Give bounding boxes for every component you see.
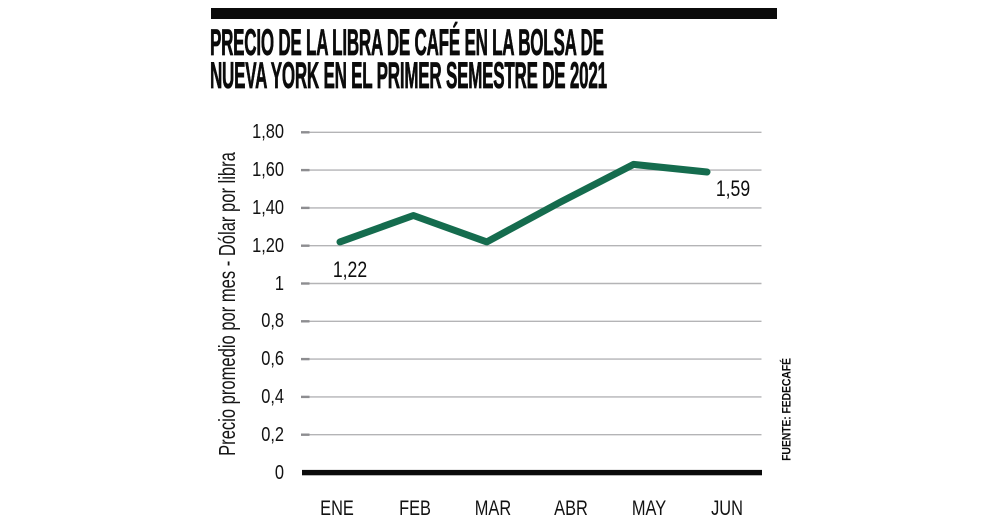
x-tick-label-ene: ENE [320,497,354,520]
y-tick-label: 1,60 [252,159,284,182]
y-tick-label: 0,4 [261,385,284,408]
y-tick-label: 1,20 [252,234,284,257]
x-tick-label-feb: FEB [399,497,431,520]
x-tick-label-jun: JUN [711,497,743,520]
y-tick-label: 1,40 [252,196,284,219]
chart-title-line2: NUEVA YORK EN EL PRIMER SEMESTRE DE 2021 [210,55,607,96]
y-tick-label: 1,80 [252,121,284,144]
x-tick-label-abr: ABR [554,497,588,520]
y-tick-label: 0,6 [261,348,284,371]
x-axis-line [302,469,762,476]
source-label: FUENTE: FEDECAFÉ [779,358,794,461]
chart-title: PRECIO DE LA LIBRA DE CAFÉ EN LA BOLSA D… [210,22,607,96]
y-tick-label: 0 [274,461,284,484]
y-tick-label: 0,8 [261,310,284,333]
chart-title-line1: PRECIO DE LA LIBRA DE CAFÉ EN LA BOLSA D… [210,22,604,63]
x-tick-label-may: MAY [631,497,667,520]
data-label-jun: 1,59 [715,175,751,201]
top-accent-bar [211,8,777,19]
data-label-ene: 1,22 [332,256,368,282]
price-line-series [336,160,711,246]
y-tick-label: 1 [274,272,284,295]
y-tick-label: 0,2 [261,423,284,446]
x-tick-label-mar: MAR [474,497,512,520]
